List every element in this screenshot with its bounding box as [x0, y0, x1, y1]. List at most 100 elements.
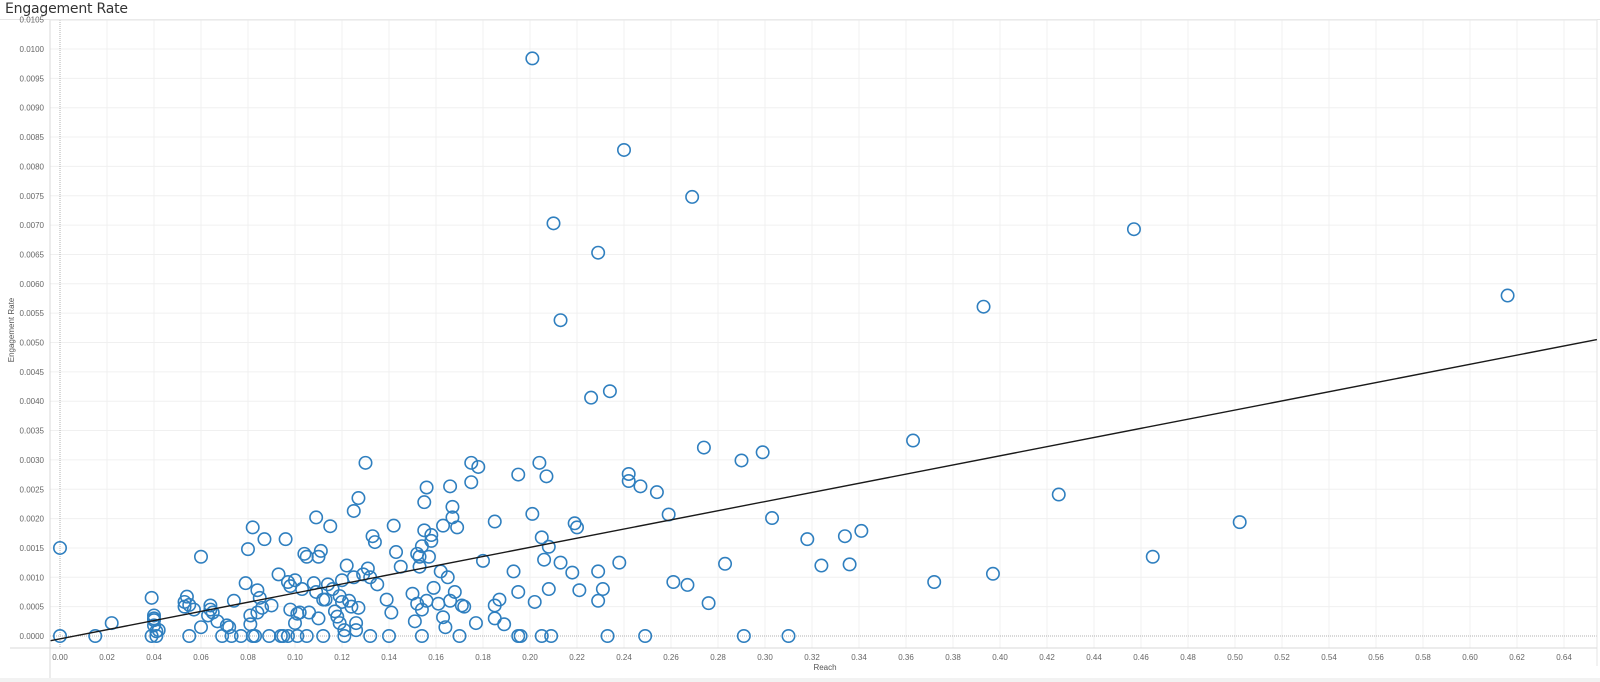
data-point[interactable]	[278, 532, 293, 547]
data-point[interactable]	[226, 593, 241, 608]
data-point[interactable]	[1051, 487, 1066, 502]
data-point[interactable]	[638, 628, 653, 643]
data-point[interactable]	[299, 628, 314, 643]
data-point[interactable]	[906, 433, 921, 448]
data-point[interactable]	[149, 628, 164, 643]
data-point[interactable]	[513, 628, 528, 643]
data-point[interactable]	[52, 628, 67, 643]
data-point[interactable]	[464, 475, 479, 490]
data-point[interactable]	[414, 602, 429, 617]
data-point[interactable]	[243, 608, 258, 623]
data-point[interactable]	[436, 610, 451, 625]
data-point[interactable]	[295, 582, 310, 597]
data-point[interactable]	[595, 582, 610, 597]
data-point[interactable]	[755, 445, 770, 460]
data-point[interactable]	[487, 514, 502, 529]
data-point[interactable]	[346, 503, 361, 518]
data-point[interactable]	[842, 557, 857, 572]
data-point[interactable]	[781, 628, 796, 643]
data-point[interactable]	[546, 216, 561, 231]
data-point[interactable]	[52, 540, 67, 555]
data-point[interactable]	[344, 599, 359, 614]
data-point[interactable]	[248, 628, 263, 643]
data-point[interactable]	[591, 564, 606, 579]
data-point[interactable]	[337, 628, 352, 643]
data-point[interactable]	[443, 479, 458, 494]
data-point[interactable]	[332, 616, 347, 631]
data-point[interactable]	[243, 617, 258, 632]
data-point[interactable]	[318, 592, 333, 607]
data-point[interactable]	[367, 535, 382, 550]
data-point[interactable]	[144, 590, 159, 605]
data-point[interactable]	[537, 552, 552, 567]
data-point[interactable]	[633, 479, 648, 494]
data-point[interactable]	[525, 506, 540, 521]
data-point[interactable]	[351, 600, 366, 615]
data-point[interactable]	[381, 628, 396, 643]
data-point[interactable]	[241, 542, 256, 557]
data-point[interactable]	[541, 582, 556, 597]
data-point[interactable]	[525, 51, 540, 66]
data-point[interactable]	[271, 567, 286, 582]
data-point[interactable]	[511, 467, 526, 482]
data-point[interactable]	[431, 596, 446, 611]
data-point[interactable]	[210, 614, 225, 629]
data-point[interactable]	[457, 599, 472, 614]
data-point[interactable]	[360, 561, 375, 576]
data-point[interactable]	[464, 455, 479, 470]
data-point[interactable]	[541, 539, 556, 554]
data-point[interactable]	[379, 592, 394, 607]
data-point[interactable]	[414, 628, 429, 643]
data-point[interactable]	[205, 605, 220, 620]
data-point[interactable]	[283, 602, 298, 617]
data-point[interactable]	[250, 583, 265, 598]
data-point[interactable]	[506, 564, 521, 579]
data-point[interactable]	[621, 466, 636, 481]
data-point[interactable]	[602, 384, 617, 399]
data-point[interactable]	[339, 558, 354, 573]
data-point[interactable]	[290, 628, 305, 643]
data-point[interactable]	[534, 530, 549, 545]
data-point[interactable]	[616, 142, 631, 157]
data-point[interactable]	[330, 609, 345, 624]
data-point[interactable]	[222, 620, 237, 635]
data-point[interactable]	[186, 602, 201, 617]
data-point[interactable]	[450, 520, 465, 535]
data-point[interactable]	[591, 593, 606, 608]
data-point[interactable]	[316, 628, 331, 643]
data-point[interactable]	[276, 628, 291, 643]
data-point[interactable]	[497, 617, 512, 632]
data-point[interactable]	[666, 574, 681, 589]
data-point[interactable]	[492, 592, 507, 607]
data-point[interactable]	[424, 528, 439, 543]
data-point[interactable]	[194, 620, 209, 635]
data-point[interactable]	[280, 628, 295, 643]
data-point[interactable]	[252, 590, 267, 605]
data-point[interactable]	[151, 623, 166, 638]
data-point[interactable]	[1126, 222, 1141, 237]
data-point[interactable]	[854, 523, 869, 538]
data-point[interactable]	[238, 576, 253, 591]
data-point[interactable]	[765, 511, 780, 526]
data-point[interactable]	[245, 520, 260, 535]
data-point[interactable]	[417, 523, 432, 538]
data-point[interactable]	[1232, 515, 1247, 530]
data-point[interactable]	[320, 577, 335, 592]
data-point[interactable]	[389, 545, 404, 560]
data-point[interactable]	[147, 608, 162, 623]
data-point[interactable]	[370, 577, 385, 592]
data-point[interactable]	[426, 580, 441, 595]
data-point[interactable]	[302, 605, 317, 620]
data-point[interactable]	[696, 440, 711, 455]
data-point[interactable]	[621, 474, 636, 489]
data-point[interactable]	[468, 616, 483, 631]
data-point[interactable]	[553, 313, 568, 328]
data-point[interactable]	[257, 532, 272, 547]
data-point[interactable]	[685, 189, 700, 204]
data-point[interactable]	[584, 390, 599, 405]
data-point[interactable]	[475, 553, 490, 568]
data-point[interactable]	[421, 549, 436, 564]
data-point[interactable]	[292, 605, 307, 620]
data-point[interactable]	[386, 518, 401, 533]
data-point[interactable]	[182, 597, 197, 612]
